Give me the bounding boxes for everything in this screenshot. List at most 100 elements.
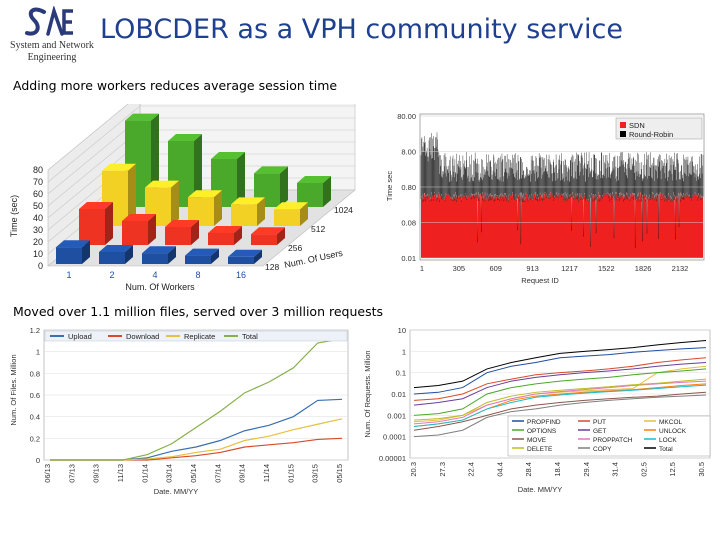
bar — [56, 247, 82, 264]
bar-top — [208, 226, 242, 233]
y-tick-label: 0 — [38, 261, 43, 271]
legend-label: Download — [126, 332, 159, 341]
legend-label: MOVE — [527, 437, 547, 444]
bar-side — [105, 202, 113, 245]
bar — [231, 204, 257, 226]
bar — [208, 233, 234, 245]
bar-side — [280, 166, 288, 207]
legend-label: Upload — [68, 332, 92, 341]
x-tick-label: 4 — [152, 270, 157, 280]
legend-label: PUT — [593, 419, 606, 426]
x-tick-label: 01/15 — [286, 464, 295, 483]
y-tick-label: 0.80 — [401, 183, 416, 192]
depth-tick-label: 512 — [311, 224, 325, 234]
y-axis-title: Time (sec) — [9, 195, 19, 237]
bar-side — [125, 245, 133, 264]
bar-top — [168, 134, 202, 141]
x-tick-label: 05/15 — [335, 464, 344, 483]
y-tick-label: 0.08 — [401, 219, 416, 228]
legend-label: OPTIONS — [527, 428, 557, 435]
x-tick-label: 02.5 — [639, 462, 648, 477]
x-tick-label: 30.5 — [697, 462, 706, 477]
logo-text-line-1: System and Network — [10, 40, 94, 51]
y-tick-label: 8.00 — [401, 148, 416, 157]
x-tick-label: 305 — [453, 264, 466, 273]
x-tick-label: 1 — [420, 264, 424, 273]
y-tick-label: 0.4 — [30, 413, 40, 422]
y-tick-label: 0.1 — [396, 369, 406, 378]
series-line — [413, 368, 707, 416]
legend-box — [44, 330, 348, 342]
bar-side — [191, 220, 199, 245]
bar-top — [251, 227, 285, 235]
x-tick-label: 09/13 — [92, 464, 101, 483]
x-tick-label: 07/14 — [213, 464, 222, 483]
y-tick-label: 0.01 — [391, 390, 406, 399]
y-tick-label: 80 — [33, 165, 43, 175]
bar — [142, 253, 168, 264]
x-tick-label: 29.4 — [582, 462, 591, 477]
bar-side — [194, 134, 202, 207]
bar — [228, 256, 254, 264]
y-tick-label: 0 — [36, 456, 40, 465]
sdn-area — [421, 192, 703, 258]
section1-subtitle: Adding more workers reduces average sess… — [13, 78, 338, 93]
legend-label: DELETE — [527, 446, 553, 453]
y-tick-label: 60 — [33, 189, 43, 199]
gridline — [47, 105, 355, 183]
y-tick-label: 0.6 — [30, 391, 40, 400]
y-tick-label: 80.00 — [397, 112, 416, 121]
bar-top — [185, 248, 219, 256]
sdn-vs-roundrobin-chart: 0.01 0.08 0.80 8.00 80.00 1 305 609 913 1217 1522 1… — [385, 112, 705, 285]
x-tick-label: 1522 — [598, 264, 615, 273]
bar-top — [188, 190, 222, 198]
bar-side — [171, 180, 179, 226]
x-tick-label: 2 — [109, 270, 114, 280]
bar-top — [125, 113, 159, 121]
sne-logo-mark — [25, 6, 73, 36]
x-tick-label: 05/14 — [189, 464, 198, 483]
x-axis-title: Num. Of Workers — [125, 282, 195, 292]
x-tick-label: 07/13 — [67, 464, 76, 483]
sne-logo: System and Network Engineering — [2, 6, 100, 66]
bar-top — [122, 214, 156, 221]
legend-label: PROPFIND — [527, 419, 561, 426]
bar-side — [82, 240, 90, 264]
y-tick-label: 0.001 — [387, 411, 406, 420]
series-line — [413, 391, 707, 431]
bar — [165, 227, 191, 245]
bar-top — [254, 166, 288, 174]
x-tick-label: 11/14 — [262, 464, 271, 482]
bar — [122, 221, 148, 245]
legend-label: UNLOCK — [659, 428, 687, 435]
y-tick-label: 1.2 — [30, 326, 40, 335]
workers-3d-bar-chart: 0 10 20 30 40 50 60 70 80 1 2 4 8 16 128 256 512 1024 Num.… — [9, 104, 356, 292]
bar-side — [128, 163, 136, 226]
bar-top — [165, 220, 199, 227]
bar-side — [257, 197, 265, 226]
files-line-chart: 0 0.2 0.4 0.6 0.8 1 1.2 06/13 07/13 09/13 11/13 01/… — [9, 326, 349, 496]
y-axis-title: Num. Of Requests. Million — [363, 350, 372, 437]
depth-tick-label: 128 — [265, 262, 279, 272]
legend-box — [615, 117, 703, 140]
bar — [274, 209, 300, 226]
x-tick-label: 609 — [489, 264, 502, 273]
y-tick-label: 0.01 — [401, 254, 416, 263]
legend-label: GET — [593, 428, 606, 435]
bar-top — [99, 245, 133, 252]
y-tick-label: 30 — [33, 225, 43, 235]
series-line — [50, 338, 343, 461]
y-tick-label: 70 — [33, 177, 43, 187]
x-tick-label: 09/14 — [238, 464, 247, 483]
gridline — [47, 104, 129, 171]
bar-top — [79, 202, 113, 209]
bar-top — [274, 202, 308, 210]
bar-side — [254, 249, 262, 264]
bar-top — [297, 176, 331, 183]
x-tick-label: 1 — [66, 270, 71, 280]
legend-label: MKCOL — [659, 419, 683, 426]
y-tick-label: 50 — [33, 201, 43, 211]
y-tick-label: 0.8 — [30, 369, 40, 378]
x-tick-label: 18.4 — [553, 462, 562, 477]
y-tick-label: 1 — [36, 348, 40, 357]
